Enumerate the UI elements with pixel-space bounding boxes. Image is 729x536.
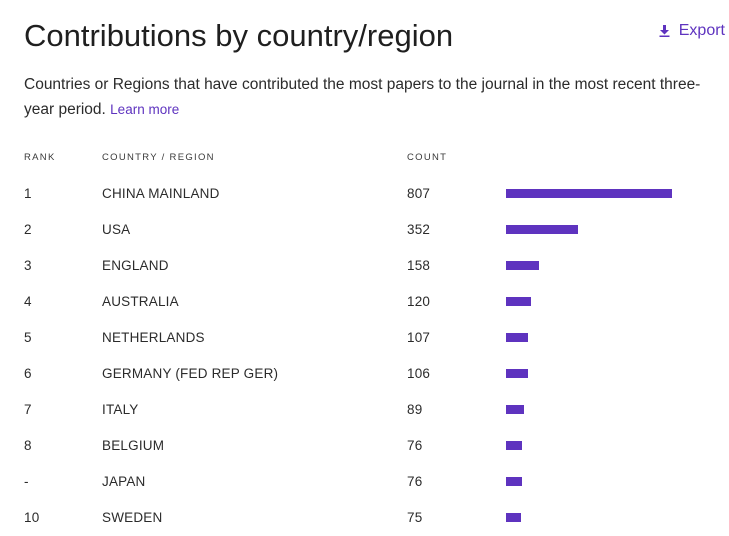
table-row: 8 BELGIUM 76 bbox=[24, 428, 714, 464]
count-bar bbox=[506, 405, 524, 414]
rank-cell: 2 bbox=[24, 222, 32, 237]
count-bar bbox=[506, 225, 578, 234]
country-cell: JAPAN bbox=[102, 474, 146, 489]
count-bar bbox=[506, 189, 672, 198]
table-row: 2 USA 352 bbox=[24, 212, 714, 248]
page-title: Contributions by country/region bbox=[24, 18, 454, 53]
count-bar bbox=[506, 369, 528, 378]
column-header-count: COUNT bbox=[407, 152, 448, 163]
count-cell: 107 bbox=[407, 330, 431, 345]
export-label: Export bbox=[678, 22, 725, 39]
country-cell: NETHERLANDS bbox=[102, 330, 205, 345]
count-cell: 120 bbox=[407, 294, 431, 309]
rank-cell: 8 bbox=[24, 438, 32, 453]
bar-track bbox=[506, 477, 672, 486]
country-cell: GERMANY (FED REP GER) bbox=[102, 366, 279, 381]
page-header: Contributions by country/region Export bbox=[24, 14, 725, 62]
count-bar bbox=[506, 441, 522, 450]
table-row: 6 GERMANY (FED REP GER) 106 bbox=[24, 356, 714, 392]
bar-track bbox=[506, 189, 672, 198]
bar-track bbox=[506, 333, 672, 342]
table-row: - JAPAN 76 bbox=[24, 464, 714, 500]
table-row: 3 ENGLAND 158 bbox=[24, 248, 714, 284]
count-cell: 807 bbox=[407, 186, 431, 201]
count-cell: 76 bbox=[407, 474, 423, 489]
country-cell: BELGIUM bbox=[102, 438, 165, 453]
count-cell: 352 bbox=[407, 222, 431, 237]
bar-track bbox=[506, 225, 672, 234]
description: Countries or Regions that have contribut… bbox=[24, 72, 714, 122]
count-cell: 76 bbox=[407, 438, 423, 453]
table-row: 1 CHINA MAINLAND 807 bbox=[24, 176, 714, 212]
column-header-rank: RANK bbox=[24, 152, 56, 163]
count-bar bbox=[506, 261, 539, 270]
country-cell: ITALY bbox=[102, 402, 139, 417]
learn-more-link[interactable]: Learn more bbox=[110, 102, 180, 117]
country-cell: AUSTRALIA bbox=[102, 294, 179, 309]
bar-track bbox=[506, 441, 672, 450]
column-header-country: COUNTRY / REGION bbox=[102, 152, 215, 163]
count-bar bbox=[506, 477, 522, 486]
rank-cell: 6 bbox=[24, 366, 32, 381]
count-cell: 89 bbox=[407, 402, 423, 417]
rank-cell: 1 bbox=[24, 186, 32, 201]
rank-cell: - bbox=[24, 474, 29, 489]
table-row: 10 SWEDEN 75 bbox=[24, 500, 714, 536]
bar-track bbox=[506, 405, 672, 414]
rank-cell: 10 bbox=[24, 510, 40, 525]
rank-cell: 4 bbox=[24, 294, 32, 309]
country-cell: USA bbox=[102, 222, 131, 237]
bar-track bbox=[506, 261, 672, 270]
table-row: 7 ITALY 89 bbox=[24, 392, 714, 428]
country-cell: ENGLAND bbox=[102, 258, 169, 273]
count-bar bbox=[506, 513, 521, 522]
rank-cell: 7 bbox=[24, 402, 32, 417]
rank-cell: 3 bbox=[24, 258, 32, 273]
count-bar bbox=[506, 297, 531, 306]
bar-track bbox=[506, 513, 672, 522]
description-text: Countries or Regions that have contribut… bbox=[24, 76, 701, 118]
download-icon bbox=[659, 25, 670, 37]
count-cell: 75 bbox=[407, 510, 423, 525]
table-row: 5 NETHERLANDS 107 bbox=[24, 320, 714, 356]
rank-cell: 5 bbox=[24, 330, 32, 345]
export-button[interactable]: Export bbox=[659, 22, 725, 40]
country-cell: SWEDEN bbox=[102, 510, 163, 525]
count-cell: 106 bbox=[407, 366, 431, 381]
bar-track bbox=[506, 297, 672, 306]
country-cell: CHINA MAINLAND bbox=[102, 186, 220, 201]
count-bar bbox=[506, 333, 528, 342]
bar-track bbox=[506, 369, 672, 378]
count-cell: 158 bbox=[407, 258, 431, 273]
table-row: 4 AUSTRALIA 120 bbox=[24, 284, 714, 320]
